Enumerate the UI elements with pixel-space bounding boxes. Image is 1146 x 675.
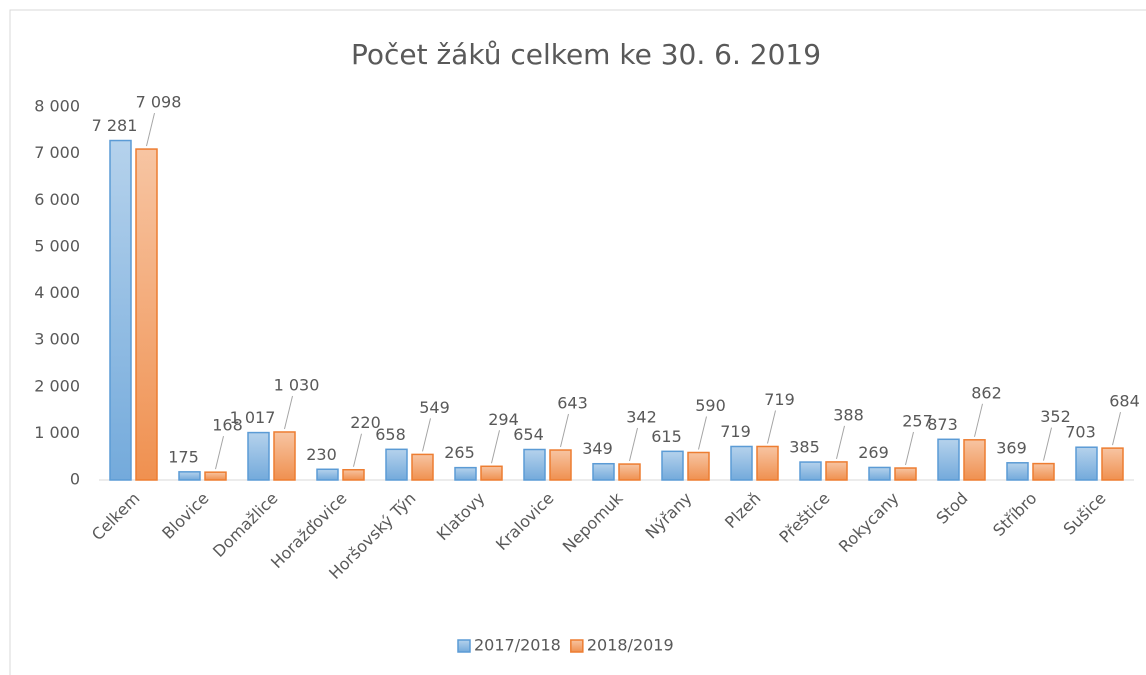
- bar: [1101, 447, 1124, 481]
- data-label: 590: [695, 396, 726, 415]
- bar: [1032, 462, 1055, 481]
- chart-frame: [9, 9, 1146, 675]
- bar: [411, 453, 434, 481]
- bar: [618, 463, 641, 481]
- chart-title: Počet žáků celkem ke 30. 6. 2019: [351, 38, 821, 71]
- y-tick-label: 8 000: [34, 97, 80, 116]
- legend-label: 2017/2018: [474, 636, 561, 655]
- bar: [342, 468, 365, 481]
- y-tick-label: 1 000: [34, 423, 80, 442]
- leader-line: [698, 416, 707, 450]
- bar: [178, 471, 201, 481]
- bar: [894, 467, 917, 481]
- bar: [523, 448, 546, 481]
- bar: [316, 468, 339, 481]
- bar: [1075, 446, 1098, 481]
- leader-line: [905, 431, 914, 466]
- leader-line: [491, 430, 500, 464]
- leader-line: [422, 418, 431, 452]
- leader-line: [215, 436, 224, 470]
- leader-line: [1043, 427, 1052, 461]
- y-tick-label: 0: [70, 470, 80, 489]
- bar: [1006, 462, 1029, 481]
- data-label: 615: [651, 427, 682, 446]
- y-tick-label: 2 000: [34, 376, 80, 395]
- data-label: 385: [789, 438, 820, 457]
- data-label: 168: [212, 416, 243, 435]
- bar: [549, 449, 572, 481]
- bar: [756, 445, 779, 481]
- data-label: 862: [971, 383, 1002, 402]
- data-label: 549: [419, 398, 450, 417]
- bar: [385, 448, 408, 481]
- bar: [247, 431, 270, 481]
- data-label: 684: [1109, 392, 1140, 411]
- leader-line: [146, 112, 155, 147]
- data-label: 349: [582, 439, 613, 458]
- y-tick-label: 7 000: [34, 143, 80, 162]
- legend-swatch: [457, 639, 471, 653]
- bar: [730, 445, 753, 481]
- y-tick-label: 4 000: [34, 283, 80, 302]
- bar: [963, 439, 986, 481]
- data-label: 1 017: [230, 408, 276, 427]
- data-label: 220: [350, 413, 381, 432]
- data-label: 643: [557, 394, 588, 413]
- bar: [825, 461, 848, 481]
- data-label: 654: [513, 425, 544, 444]
- data-label: 388: [833, 405, 864, 424]
- data-label: 703: [1065, 423, 1096, 442]
- bar: [661, 450, 684, 481]
- leader-line: [767, 410, 776, 444]
- data-label: 352: [1040, 407, 1071, 426]
- data-label: 342: [626, 408, 657, 427]
- bar: [799, 461, 822, 481]
- y-tick-label: 5 000: [34, 236, 80, 255]
- data-label: 873: [927, 415, 958, 434]
- leader-line: [353, 433, 362, 467]
- bar: [454, 466, 477, 481]
- bar: [868, 466, 891, 481]
- data-label: 230: [306, 445, 337, 464]
- data-label: 269: [858, 443, 889, 462]
- bar: [135, 148, 158, 481]
- bar: [687, 451, 710, 481]
- leader-line: [836, 425, 845, 460]
- data-label: 369: [996, 438, 1027, 457]
- data-label: 1 030: [274, 375, 320, 394]
- y-tick-label: 6 000: [34, 190, 80, 209]
- data-label: 294: [488, 410, 519, 429]
- leader-line: [1112, 411, 1121, 446]
- legend-label: 2018/2019: [587, 636, 674, 655]
- legend-swatch: [570, 639, 584, 653]
- leader-line: [560, 413, 569, 448]
- data-label: 7 098: [136, 93, 182, 112]
- data-label: 658: [375, 425, 406, 444]
- data-label: 175: [168, 447, 199, 466]
- data-label: 7 281: [92, 116, 138, 135]
- data-label: 719: [764, 390, 795, 409]
- bar: [937, 438, 960, 481]
- bar: [480, 465, 503, 481]
- y-tick-label: 3 000: [34, 330, 80, 349]
- data-label: 719: [720, 422, 751, 441]
- bar: [273, 431, 296, 481]
- leader-line: [284, 395, 293, 430]
- data-label: 257: [902, 412, 933, 431]
- bar: [592, 462, 615, 481]
- data-label: 265: [444, 443, 475, 462]
- bar: [109, 139, 132, 481]
- leader-line: [974, 403, 983, 437]
- leader-line: [629, 427, 638, 462]
- bar: [204, 471, 227, 481]
